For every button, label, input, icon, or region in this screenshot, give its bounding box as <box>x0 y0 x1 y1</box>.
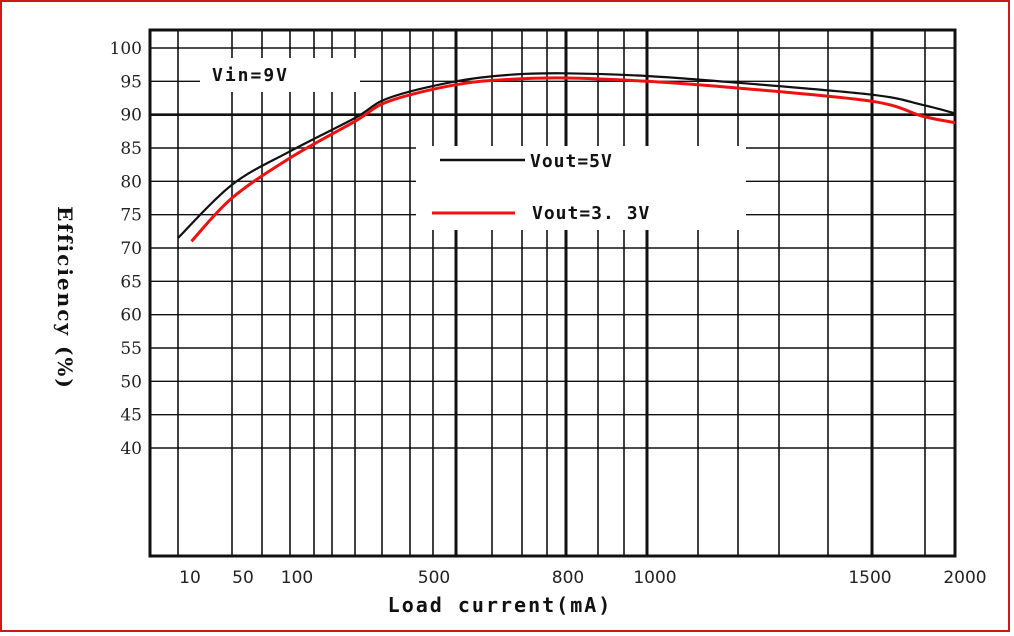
annotation-background <box>200 58 360 92</box>
y-tick-label: 60 <box>120 306 142 326</box>
series-line-vout-5v <box>177 72 956 239</box>
x-tick-label: 500 <box>418 568 450 588</box>
y-tick-label: 85 <box>120 139 142 159</box>
x-tick-label: 100 <box>281 568 313 588</box>
y-tick-labels: 100 95 90 85 80 75 70 65 60 55 50 45 40 <box>110 39 142 459</box>
x-tick-label: 1500 <box>848 568 891 588</box>
y-tick-label: 90 <box>120 106 142 126</box>
legend: Vout=5V Vout=3. 3V <box>416 146 746 230</box>
y-tick-label: 45 <box>120 406 142 426</box>
y-axis-label: Efficiency (%) <box>53 206 77 390</box>
y-tick-label: 55 <box>120 339 142 359</box>
plot-border <box>148 28 957 558</box>
y-tick-label: 95 <box>120 72 142 92</box>
x-tick-label: 1000 <box>633 568 676 588</box>
x-tick-label: 2000 <box>943 568 986 588</box>
minor-gridlines <box>150 30 955 556</box>
series-lines <box>177 72 956 243</box>
legend-label-vout-3-3v: Vout=3. 3V <box>532 203 650 224</box>
x-axis-label: Load current(mA) <box>388 593 613 617</box>
y-tick-label: 70 <box>120 239 142 259</box>
x-tick-labels: 10 50 100 500 800 1000 1500 2000 <box>179 568 986 588</box>
series-line-vout-3-3v <box>190 76 956 243</box>
x-tick-label: 10 <box>179 568 201 588</box>
y-tick-label: 75 <box>120 206 142 226</box>
major-gridlines <box>150 30 955 556</box>
legend-label-vout-5v: Vout=5V <box>530 151 613 172</box>
x-tick-label: 800 <box>552 568 584 588</box>
y-tick-label: 80 <box>120 172 142 192</box>
y-tick-label: 40 <box>120 439 142 459</box>
y-tick-label: 50 <box>120 372 142 392</box>
y-tick-label: 100 <box>110 39 142 59</box>
y-tick-label: 65 <box>120 272 142 292</box>
vin-annotation: Vin=9V <box>212 65 289 86</box>
x-tick-label: 50 <box>232 568 254 588</box>
